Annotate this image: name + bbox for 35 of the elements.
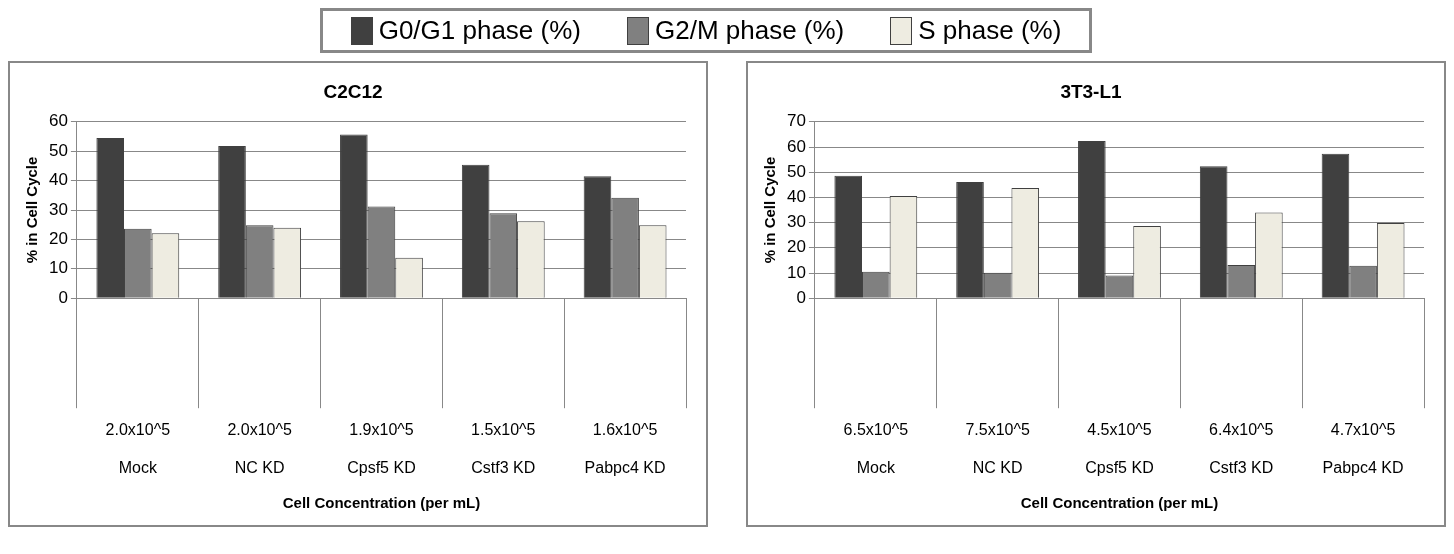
- legend-label: S phase (%): [918, 15, 1062, 46]
- y-tick-label: 0: [58, 287, 68, 307]
- y-tick-label: 20: [48, 229, 68, 249]
- category-label: 2.0x10^5 NC KD: [227, 420, 292, 477]
- category-label: 6.5x10^5 Mock: [843, 420, 909, 477]
- legend-label: G0/G1 phase (%): [378, 15, 581, 46]
- category-label: 4.5x10^5 Cpsf5 KD: [1085, 420, 1154, 477]
- category-label: 1.6x10^5 Pabpc4 KD: [584, 420, 666, 477]
- y-axis-title: % in Cell Cycle: [761, 156, 779, 264]
- y-tick-label: 0: [796, 287, 806, 307]
- x-axis-title: Cell Concentration (per mL): [282, 494, 481, 512]
- legend-label: G2/M phase (%): [654, 15, 845, 46]
- category-label: 2.0x10^5 Mock: [105, 420, 171, 477]
- y-tick-label: 40: [48, 170, 68, 190]
- y-axis-title: % in Cell Cycle: [23, 156, 41, 264]
- category-label: 1.9x10^5 Cpsf5 KD: [347, 420, 416, 477]
- y-tick-label: 70: [786, 111, 806, 131]
- category-label: 7.5x10^5 NC KD: [965, 420, 1030, 477]
- y-tick-label: 30: [786, 212, 806, 232]
- y-tick-label: 10: [48, 258, 68, 278]
- y-tick-label: 50: [786, 161, 806, 181]
- y-tick-label: 60: [786, 136, 806, 156]
- category-label: 4.7x10^5 Pabpc4 KD: [1322, 420, 1404, 477]
- y-tick-label: 30: [48, 199, 68, 219]
- y-tick-label: 10: [786, 262, 806, 282]
- category-label: 6.4x10^5 Cstf3 KD: [1209, 420, 1274, 477]
- y-tick-label: 40: [786, 187, 806, 207]
- category-label: 1.5x10^5 Cstf3 KD: [471, 420, 536, 477]
- y-tick-label: 20: [786, 237, 806, 257]
- x-axis-title: Cell Concentration (per mL): [1020, 494, 1219, 512]
- y-tick-label: 50: [48, 140, 68, 160]
- chart-title: 3T3-L1: [1060, 80, 1123, 102]
- y-tick-label: 60: [48, 111, 68, 131]
- bar: [461, 164, 490, 298]
- chart-title: C2C12: [323, 80, 383, 102]
